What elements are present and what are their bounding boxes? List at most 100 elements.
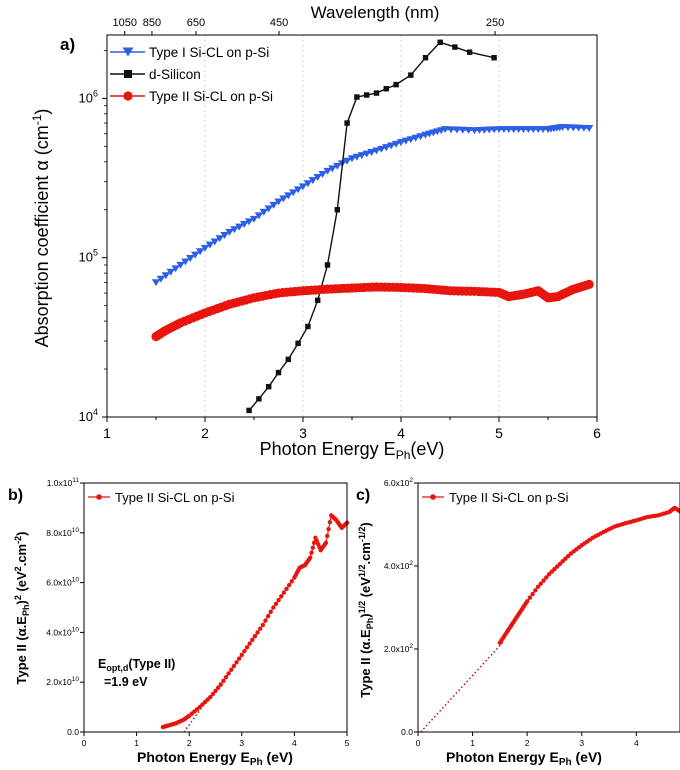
data-point [538, 581, 544, 586]
data-point [171, 265, 180, 273]
data-point [250, 637, 255, 643]
data-point [372, 147, 381, 155]
data-point [268, 609, 273, 615]
data-point [367, 149, 376, 156]
data-point [156, 275, 166, 283]
legend: Type II Si-CL on p-Si [88, 490, 235, 505]
data-point [258, 626, 263, 631]
data-point [240, 221, 249, 228]
data-point [466, 49, 473, 55]
data-point [557, 561, 563, 567]
data-point [215, 685, 221, 691]
data-point [333, 162, 342, 170]
legend: Type I Si-CL on p-Si d-Silicon Type II S… [110, 45, 273, 104]
data-point [406, 136, 415, 144]
data-point [244, 218, 254, 226]
data-point [247, 641, 252, 646]
data-point [236, 656, 242, 661]
data-point [256, 396, 262, 402]
x-axis-label: Photon Energy EPh (eV) [137, 749, 293, 768]
data-point [446, 126, 456, 134]
data-point [544, 575, 549, 580]
data-point [318, 170, 327, 178]
x-tick-label: 1 [134, 738, 139, 748]
data-point [161, 272, 170, 280]
data-point [226, 671, 231, 676]
data-point [324, 262, 331, 268]
data-point [314, 297, 321, 304]
data-point [307, 555, 313, 560]
data-point [252, 633, 258, 639]
data-point [286, 582, 292, 588]
y-axis-label: Absorption coefficient α (cm-1) [30, 109, 52, 348]
legend-marker-triangle [122, 47, 134, 57]
y-tick-label: 105 [79, 248, 98, 265]
data-point [181, 258, 190, 266]
top-tick-label: 1050 [112, 17, 136, 29]
plot-frame [417, 482, 680, 733]
x-tick-label: 0 [82, 738, 87, 748]
data-point [530, 591, 535, 597]
x-tick-label: 4 [397, 425, 405, 441]
data-point [327, 520, 333, 525]
y-tick-label: 0.0 [67, 727, 79, 737]
data-point [246, 407, 252, 414]
data-point [308, 177, 317, 185]
gridlines [204, 35, 500, 417]
x-tick-label: 2 [201, 425, 209, 441]
x-axis-label: Photon Energy EPh(eV) [260, 439, 445, 462]
data-point [363, 92, 370, 98]
data-point [235, 223, 244, 231]
data-point [242, 648, 247, 654]
data-point [284, 192, 293, 200]
y-tick-label: 106 [79, 88, 98, 105]
data-point [323, 167, 332, 175]
panel-a-label: a) [60, 35, 75, 54]
legend-item-type-ii: Type II Si-CL on p-Si [110, 89, 273, 104]
panel-b: b) 0 1 2 3 4 5 0.0 2.0x1010 4.0x1010 6.0x1010 8.0x… [8, 477, 350, 768]
data-point [205, 241, 215, 249]
data-point [377, 145, 386, 153]
data-point [344, 120, 350, 126]
data-point [416, 133, 425, 141]
plot-frame [83, 482, 348, 733]
x-tick-label: 5 [345, 738, 350, 748]
data-point [546, 572, 552, 577]
data-point [221, 678, 226, 684]
data-point [289, 189, 298, 197]
data-point [401, 137, 411, 145]
data-point [325, 533, 330, 539]
data-point [274, 198, 283, 206]
x-tick-label: 4 [292, 738, 297, 748]
y-tick-label: 1.0x1011 [47, 477, 80, 488]
data-point [354, 94, 360, 100]
data-point [396, 139, 406, 147]
series-layer [420, 505, 680, 733]
axis-ticks: 0 1 2 3 4 5 0.0 2.0x1010 4.0x1010 6.0x1010 8.0x101… [46, 477, 349, 748]
data-point [264, 205, 273, 213]
data-point [411, 134, 420, 142]
y-tick-label: 2.0x102 [384, 643, 414, 654]
data-point [408, 72, 414, 78]
series-type-i-si-cl-on-p-si [151, 123, 594, 287]
data-point [393, 81, 399, 88]
legend-label-type-i: Type I Si-CL on p-Si [149, 45, 269, 60]
data-point [273, 601, 279, 606]
data-point [464, 126, 473, 134]
top-tick-label: 450 [270, 17, 288, 29]
data-point [352, 153, 362, 161]
data-point [563, 556, 568, 561]
data-point [279, 195, 288, 203]
data-point [491, 55, 497, 61]
y-tick-label: 6.0x102 [384, 477, 414, 488]
data-point [230, 226, 239, 234]
top-axis-label: Wavelength (nm) [311, 3, 440, 22]
x-tick-label: 2 [187, 738, 192, 748]
data-point [269, 201, 278, 209]
data-point [323, 540, 329, 545]
data-point [533, 588, 538, 593]
data-point [239, 652, 244, 658]
data-point [303, 180, 313, 188]
legend-marker-square [124, 70, 132, 78]
